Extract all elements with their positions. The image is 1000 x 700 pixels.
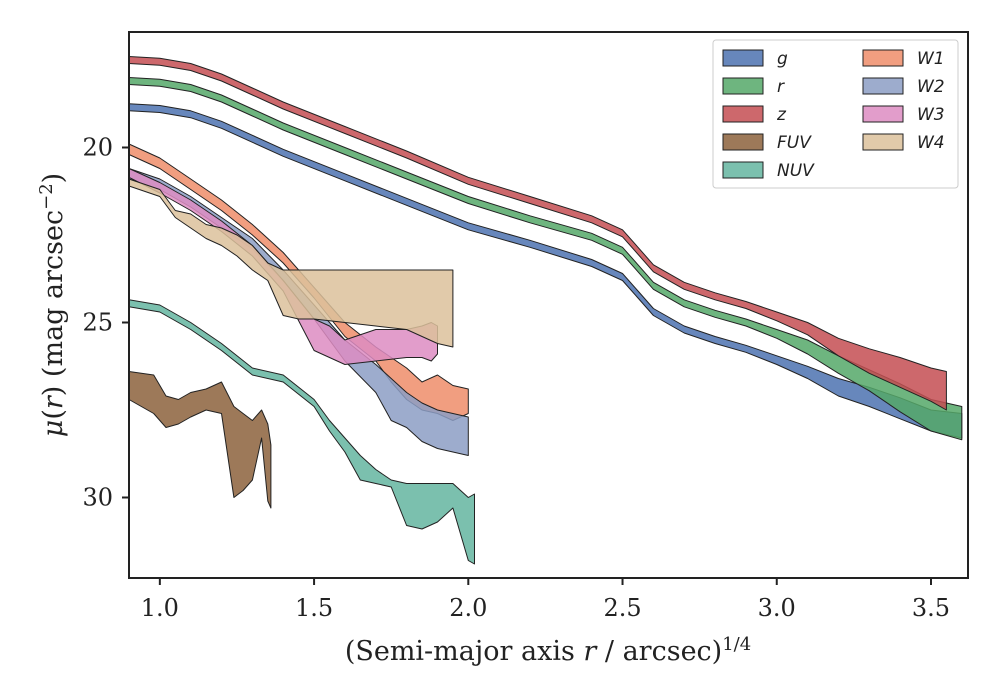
legend-label-r: r bbox=[777, 77, 785, 97]
legend-swatch-r bbox=[722, 77, 764, 95]
legend-box bbox=[712, 39, 959, 189]
band-z bbox=[128, 56, 947, 411]
band-fuv bbox=[128, 371, 272, 509]
band-r bbox=[128, 77, 963, 441]
legend-label-nuv: NUV bbox=[777, 161, 815, 181]
plot-frame bbox=[128, 31, 969, 579]
x-axis: 1.0 1.5 2.0 2.5 3.0 3.5 bbox=[141, 578, 950, 622]
legend-label-w2: W2 bbox=[917, 77, 945, 97]
legend-swatch-w3 bbox=[862, 105, 904, 123]
legend: grz FUV NUV W1 W2 W3 W4 bbox=[712, 39, 959, 189]
band-layer bbox=[128, 56, 963, 565]
x-tick-label: 3.0 bbox=[758, 594, 796, 622]
legend-label-fuv: FUV bbox=[777, 133, 812, 153]
legend-swatch-w4 bbox=[862, 133, 904, 151]
y-axis: 20 25 30 bbox=[82, 134, 129, 512]
legend-swatch-w2 bbox=[862, 77, 904, 95]
legend-swatch-fuv bbox=[722, 133, 764, 151]
band-w1 bbox=[128, 143, 469, 421]
legend-swatch-z bbox=[722, 105, 764, 123]
legend-swatch-w1 bbox=[862, 49, 904, 67]
x-tick-label: 2.5 bbox=[603, 594, 641, 622]
legend-label-w4: W4 bbox=[917, 133, 945, 153]
x-tick-label: 1.0 bbox=[141, 594, 179, 622]
legend-swatch-nuv bbox=[722, 161, 764, 179]
y-tick-label: 20 bbox=[82, 134, 113, 162]
x-axis-label: (Semi-major axis r / arcsec)1/4 bbox=[345, 634, 751, 667]
legend-label-z: z bbox=[776, 105, 787, 125]
legend-label-g: g bbox=[777, 49, 788, 69]
y-tick-label: 25 bbox=[82, 309, 113, 337]
y-axis-label: μ(r) (mag arcsec−2) bbox=[36, 173, 69, 437]
x-tick-label: 2.0 bbox=[449, 594, 487, 622]
legend-label-w1: W1 bbox=[917, 49, 945, 69]
x-tick-label: 3.5 bbox=[912, 594, 950, 622]
legend-swatch-g bbox=[722, 49, 764, 67]
band-w4 bbox=[128, 178, 454, 348]
legend-label-w3: W3 bbox=[917, 105, 945, 125]
x-tick-label: 1.5 bbox=[295, 594, 333, 622]
y-tick-label: 30 bbox=[82, 484, 113, 512]
band-nuv bbox=[128, 299, 475, 565]
